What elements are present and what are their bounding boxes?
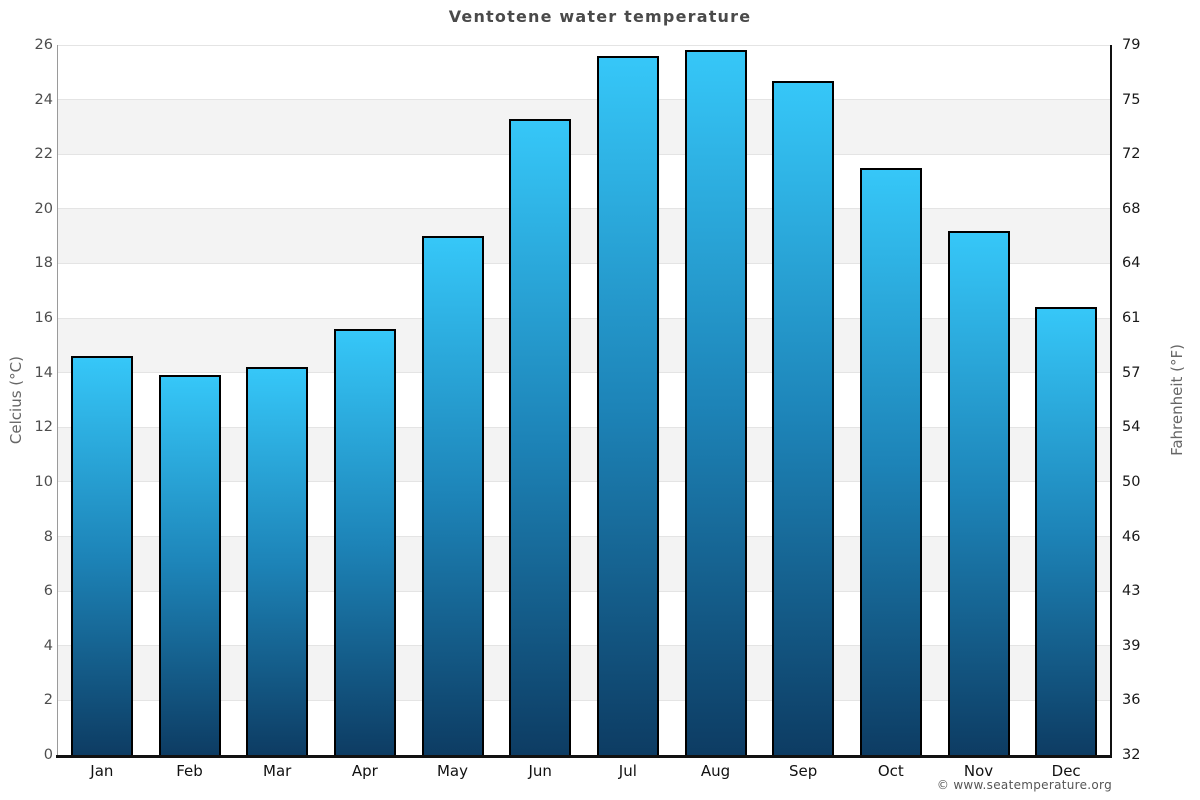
y-tick-celsius-12: 12 (34, 419, 53, 436)
x-tick-nov: Nov (963, 762, 994, 780)
bar-may (421, 236, 484, 755)
plot-band (58, 645, 1110, 701)
y-axis-line-right (1110, 45, 1112, 757)
y-tick-celsius-14: 14 (34, 364, 53, 381)
gridline (58, 645, 1110, 647)
bar-jul (596, 55, 659, 755)
y-tick-fahrenheit-54: 54 (1122, 419, 1141, 436)
y-tick-fahrenheit-64: 64 (1122, 255, 1141, 272)
plot-band (58, 99, 1110, 155)
gridline (58, 262, 1110, 264)
plot-area (58, 44, 1110, 755)
y-tick-celsius-4: 4 (43, 637, 53, 654)
plot-band (58, 700, 1110, 755)
bar-nov (947, 230, 1010, 755)
bar-jun (509, 118, 572, 755)
gridline (58, 153, 1110, 155)
y-tick-fahrenheit-68: 68 (1122, 200, 1141, 217)
x-tick-mar: Mar (263, 762, 292, 780)
y-tick-fahrenheit-43: 43 (1122, 583, 1141, 600)
y-tick-fahrenheit-72: 72 (1122, 146, 1141, 163)
y-tick-fahrenheit-36: 36 (1122, 692, 1141, 709)
y-tick-fahrenheit-61: 61 (1122, 310, 1141, 327)
gridline (58, 317, 1110, 319)
y-axis-ticks-celsius: 0 2 4 6 8 10 12 14 16 18 20 22 24 26 (0, 37, 53, 763)
gridline (58, 99, 1110, 101)
gridline (58, 699, 1110, 701)
plot-band (58, 208, 1110, 264)
bar-mar (246, 367, 309, 755)
bar-oct (859, 167, 922, 755)
plot-band (58, 536, 1110, 592)
y-axis-line-left (57, 45, 58, 755)
x-tick-jun: Jun (528, 762, 552, 780)
y-tick-fahrenheit-32: 32 (1122, 747, 1141, 763)
y-tick-celsius-24: 24 (34, 91, 53, 108)
gridline (58, 481, 1110, 483)
plot-band (58, 372, 1110, 428)
chart-title: Ventotene water temperature (448, 7, 752, 26)
bar-apr (333, 329, 396, 755)
plot-band (58, 45, 1110, 100)
y-tick-fahrenheit-39: 39 (1122, 637, 1141, 654)
plot-band (58, 427, 1110, 482)
x-tick-may: May (436, 762, 468, 780)
x-tick-aug: Aug (700, 762, 731, 780)
y-axis-ticks-fahrenheit: 32 36 39 43 46 50 54 57 61 64 68 72 75 79 (1122, 37, 1182, 763)
x-tick-feb: Feb (176, 762, 203, 780)
y-tick-celsius-6: 6 (43, 583, 53, 600)
y-tick-celsius-18: 18 (34, 255, 53, 272)
plot-band (58, 263, 1110, 319)
y-tick-celsius-2: 2 (43, 692, 53, 709)
x-tick-jul: Jul (618, 762, 637, 780)
y-tick-celsius-20: 20 (34, 200, 53, 217)
gridline (58, 536, 1110, 538)
y-tick-fahrenheit-57: 57 (1122, 364, 1141, 381)
y-tick-fahrenheit-50: 50 (1122, 473, 1141, 490)
y-tick-celsius-26: 26 (34, 37, 53, 53)
x-tick-oct: Oct (877, 762, 904, 780)
bar-feb (158, 375, 221, 755)
plot-band (58, 481, 1110, 537)
y-tick-fahrenheit-46: 46 (1122, 528, 1141, 545)
plot-band (58, 318, 1110, 373)
x-axis-line (56, 755, 1112, 758)
gridline (58, 44, 1110, 46)
plot-band (58, 591, 1110, 646)
x-tick-sep: Sep (789, 762, 818, 780)
copyright-text: © www.seatemperature.org (936, 778, 1112, 792)
y-tick-celsius-0: 0 (43, 747, 53, 763)
y-tick-celsius-16: 16 (34, 310, 53, 327)
bar-aug (684, 50, 747, 755)
bar-sep (772, 80, 835, 755)
gridline (58, 208, 1110, 210)
y-tick-celsius-8: 8 (43, 528, 53, 545)
plot-band (58, 154, 1110, 209)
y-tick-fahrenheit-75: 75 (1122, 91, 1141, 108)
x-tick-dec: Dec (1051, 762, 1081, 780)
gridline (58, 372, 1110, 374)
y-tick-celsius-10: 10 (34, 473, 53, 490)
x-tick-apr: Apr (351, 762, 378, 780)
x-tick-jan: Jan (90, 762, 114, 780)
gridline (58, 590, 1110, 592)
y-tick-fahrenheit-79: 79 (1122, 37, 1141, 53)
y-tick-celsius-22: 22 (34, 146, 53, 163)
bar-jan (70, 356, 133, 755)
bar-dec (1035, 307, 1098, 755)
x-axis-labels: Jan Feb Mar Apr May Jun Jul Aug Sep Oct Nov Dec (58, 757, 1110, 785)
gridline (58, 426, 1110, 428)
